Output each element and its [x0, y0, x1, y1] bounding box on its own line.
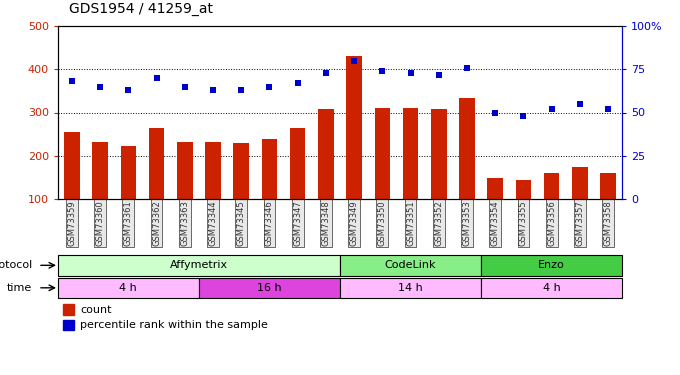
Bar: [340, 278, 481, 298]
Text: 14 h: 14 h: [398, 283, 423, 293]
Bar: [199, 278, 340, 298]
Bar: [515, 180, 531, 199]
Bar: [488, 178, 503, 199]
Text: percentile rank within the sample: percentile rank within the sample: [80, 320, 268, 330]
Bar: [63, 320, 73, 330]
Text: GDS1954 / 41259_at: GDS1954 / 41259_at: [69, 2, 213, 16]
Bar: [481, 278, 622, 298]
Bar: [205, 142, 221, 199]
Bar: [572, 167, 588, 199]
Bar: [544, 173, 560, 199]
Bar: [177, 142, 192, 199]
Text: count: count: [80, 305, 112, 315]
Text: 4 h: 4 h: [543, 283, 560, 293]
Bar: [290, 129, 305, 199]
Bar: [403, 108, 418, 199]
Bar: [58, 255, 340, 276]
Text: 4 h: 4 h: [120, 283, 137, 293]
Bar: [375, 108, 390, 199]
Text: 16 h: 16 h: [257, 283, 282, 293]
Text: time: time: [7, 283, 33, 293]
Bar: [600, 173, 616, 199]
Bar: [346, 57, 362, 199]
Text: Affymetrix: Affymetrix: [170, 260, 228, 270]
Bar: [63, 304, 73, 315]
Bar: [64, 132, 80, 199]
Text: CodeLink: CodeLink: [385, 260, 437, 270]
Bar: [92, 142, 108, 199]
Text: Enzo: Enzo: [539, 260, 565, 270]
Bar: [233, 143, 249, 199]
Bar: [318, 109, 334, 199]
Bar: [340, 255, 481, 276]
Bar: [262, 139, 277, 199]
Bar: [120, 146, 136, 199]
Bar: [58, 278, 199, 298]
Bar: [431, 109, 447, 199]
Bar: [459, 98, 475, 199]
Bar: [481, 255, 622, 276]
Bar: [149, 129, 165, 199]
Text: protocol: protocol: [0, 260, 33, 270]
